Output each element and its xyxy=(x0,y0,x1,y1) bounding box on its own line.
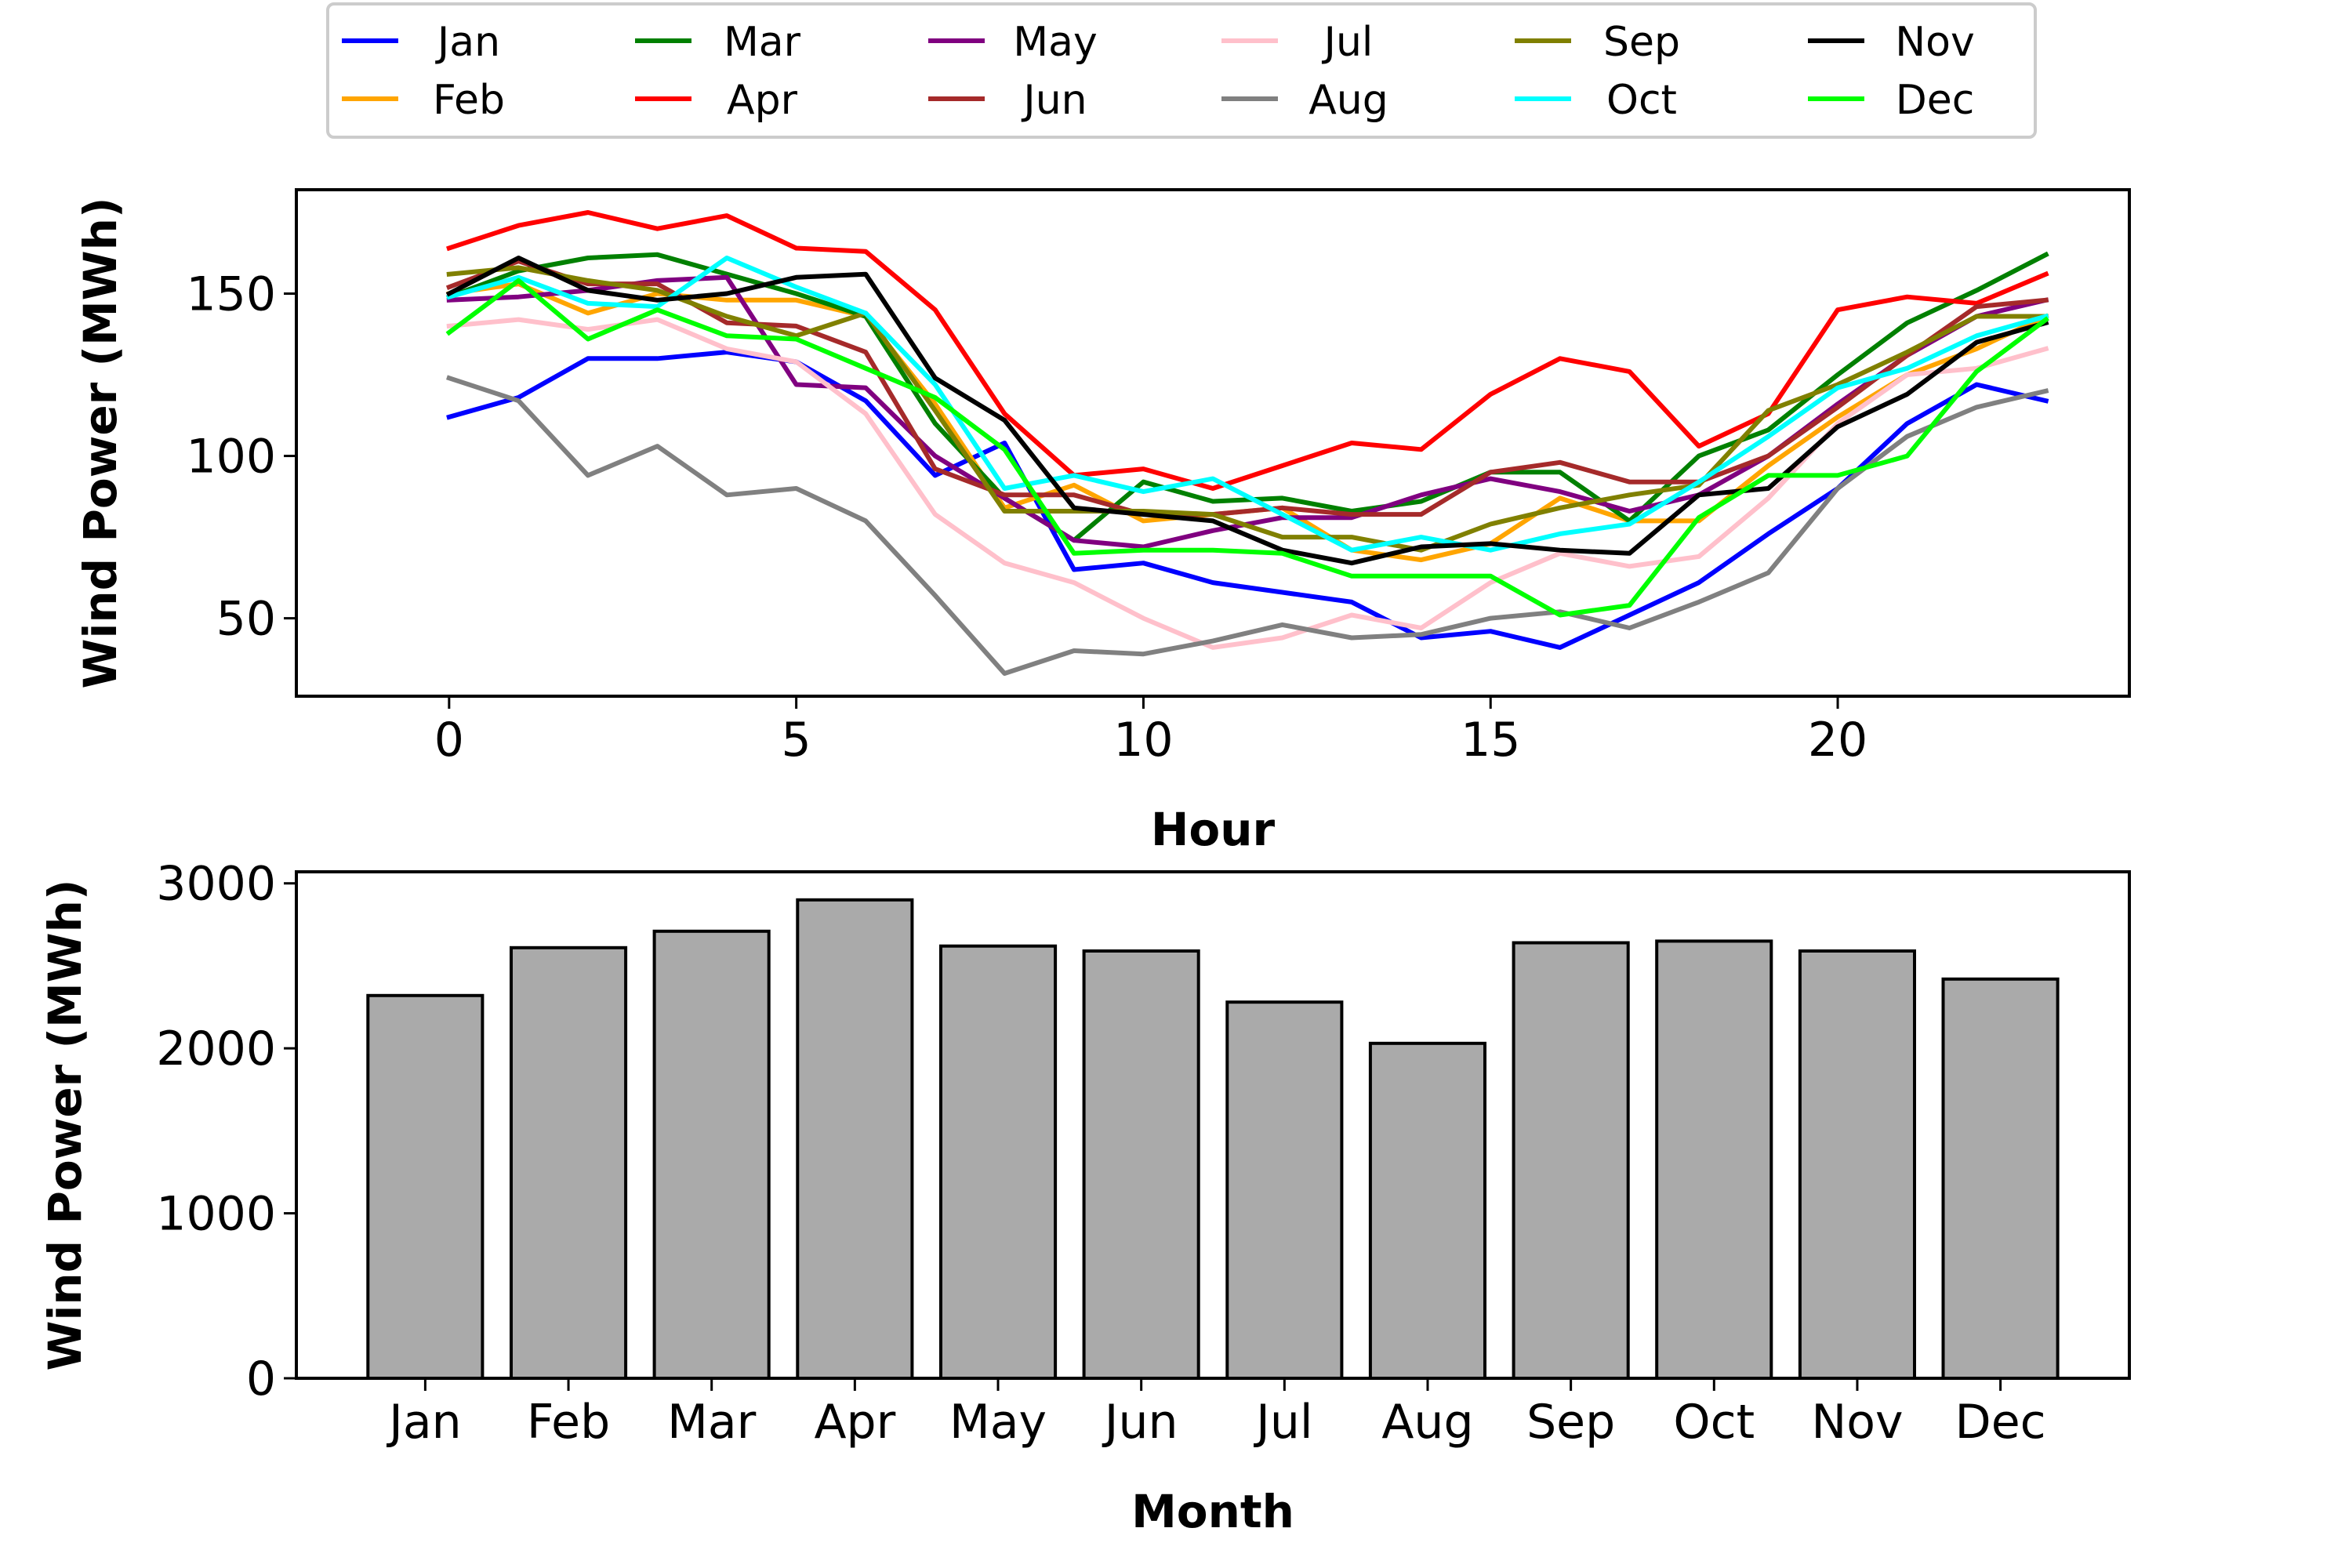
legend-label-jun: Jun xyxy=(1021,77,1087,124)
line-series-aug xyxy=(446,375,2049,676)
line-series-group xyxy=(445,210,2049,676)
legend-label-nov: Nov xyxy=(1895,19,1975,66)
line-series-jun xyxy=(445,259,2049,517)
bar-x-tick-label-aug: Aug xyxy=(1381,1395,1473,1450)
bar-x-axis-label: Month xyxy=(1131,1485,1294,1538)
bar-may xyxy=(939,944,1058,1380)
bar-x-tick-label-feb: Feb xyxy=(527,1395,610,1450)
legend-label-sep: Sep xyxy=(1603,19,1680,66)
bar-y-ticks: 0 1000 2000 3000 xyxy=(156,857,296,1406)
bar-jan xyxy=(366,993,485,1381)
line-series-jan xyxy=(446,350,2049,650)
line-x-tick-label: 20 xyxy=(1808,713,1867,768)
bar-y-tick-label: 2000 xyxy=(156,1022,276,1076)
bar-y-tick-label: 0 xyxy=(246,1352,276,1406)
bar-x-tick-label-may: May xyxy=(949,1395,1047,1450)
line-x-axis-label: Hour xyxy=(1151,803,1276,856)
legend-label-jan: Jan xyxy=(435,19,500,66)
line-series-apr xyxy=(446,210,2049,491)
line-y-axis-label: Wind Power (MWh) xyxy=(74,198,127,689)
line-x-tick-label: 15 xyxy=(1461,713,1520,768)
line-x-tick-label: 5 xyxy=(782,713,811,768)
line-series-jul xyxy=(446,317,2049,650)
legend-label-oct: Oct xyxy=(1606,77,1677,124)
line-y-tick-label: 50 xyxy=(216,592,276,647)
bar-chart: Jan Feb Mar Apr May Jun Jul Aug Sep Oct Nov Dec 0 10… xyxy=(38,857,2131,1538)
bar-jun xyxy=(1082,949,1200,1380)
bar-aug xyxy=(1368,1041,1487,1381)
line-y-tick-label: 150 xyxy=(186,267,276,322)
line-series-dec xyxy=(445,278,2049,618)
legend-label-apr: Apr xyxy=(727,77,798,124)
legend-label-dec: Dec xyxy=(1896,77,1975,124)
bar-dec xyxy=(1941,977,2060,1381)
bar-y-tick-label: 1000 xyxy=(156,1187,276,1242)
bar-x-ticks: Jan Feb Mar Apr May Jun Jul Aug Sep Oct Nov Dec xyxy=(386,1378,2046,1450)
line-chart: 0 5 10 15 20 50 100 150 Hour Wind Power (MWh) xyxy=(74,188,2131,856)
legend-items: Jan Feb Mar Apr May Jun Jul Aug Sep Oct Nov Dec xyxy=(342,19,1975,124)
legend-label-jul: Jul xyxy=(1322,19,1374,66)
line-series-oct xyxy=(446,256,2049,553)
bar-x-tick-label-apr: Apr xyxy=(814,1395,895,1450)
bar-x-tick-label-nov: Nov xyxy=(1811,1395,1903,1450)
line-series-sep xyxy=(446,265,2049,553)
bar-sep xyxy=(1512,941,1630,1380)
line-y-ticks: 50 100 150 xyxy=(186,267,296,647)
legend-label-aug: Aug xyxy=(1308,77,1388,124)
bar-x-tick-label-mar: Mar xyxy=(667,1395,757,1450)
line-plot-frame xyxy=(295,188,2131,698)
bar-x-tick-label-jul: Jul xyxy=(1253,1395,1312,1450)
bar-y-axis-label: Wind Power (MWh) xyxy=(38,880,92,1371)
bar-x-tick-label-jan: Jan xyxy=(386,1395,462,1450)
bar-x-tick-label-jun: Jun xyxy=(1102,1395,1178,1450)
bar-mar xyxy=(652,929,771,1381)
legend-label-may: May xyxy=(1013,19,1098,66)
bar-x-tick-label-sep: Sep xyxy=(1526,1395,1615,1450)
legend-frame xyxy=(326,2,2037,139)
bar-oct xyxy=(1655,939,1773,1380)
line-series-nov xyxy=(445,256,2049,566)
bar-x-tick-label-oct: Oct xyxy=(1673,1395,1755,1450)
line-x-tick-label: 10 xyxy=(1113,713,1173,768)
line-x-tick-label: 0 xyxy=(434,713,464,768)
line-y-tick-label: 100 xyxy=(186,430,276,485)
bar-plot-frame xyxy=(295,870,2131,1380)
line-x-ticks: 0 5 10 15 20 xyxy=(434,696,1867,768)
legend-label-feb: Feb xyxy=(433,77,505,124)
bar-y-tick-label: 3000 xyxy=(156,857,276,912)
bar-x-tick-label-dec: Dec xyxy=(1955,1395,2046,1450)
legend: Jan Feb Mar Apr May Jun Jul Aug Sep Oct Nov Dec xyxy=(326,2,2037,139)
bar-jul xyxy=(1225,1000,1344,1380)
bar-series-group xyxy=(366,898,2060,1381)
bar-nov xyxy=(1798,949,1916,1380)
legend-label-mar: Mar xyxy=(724,19,801,66)
line-series-mar xyxy=(445,251,2049,543)
bar-apr xyxy=(796,898,914,1381)
bar-feb xyxy=(510,946,628,1381)
